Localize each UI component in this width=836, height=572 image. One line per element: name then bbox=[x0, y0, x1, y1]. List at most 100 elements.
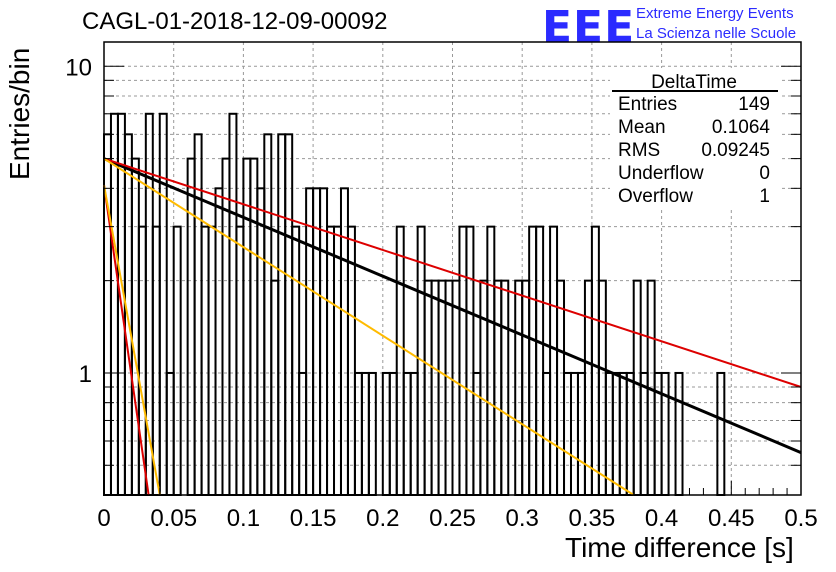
x-tick-label: 0.4 bbox=[645, 505, 678, 532]
x-tick-label: 0.1 bbox=[227, 505, 260, 532]
histogram-bar bbox=[423, 279, 433, 497]
histogram-bar bbox=[611, 371, 621, 497]
histogram-bar bbox=[451, 279, 461, 497]
stats-row-value: 0.09245 bbox=[701, 140, 770, 161]
histogram-bar bbox=[458, 225, 468, 496]
histogram-bar bbox=[514, 279, 524, 497]
chart-title: CAGL-01-2018-12-09-00092 bbox=[82, 8, 388, 35]
histogram-bar bbox=[353, 371, 363, 497]
fit-line bbox=[103, 157, 802, 388]
fit-line bbox=[103, 157, 635, 496]
histogram-bar bbox=[430, 279, 440, 497]
logo-line-2: La Scienza nelle Scuole bbox=[636, 25, 797, 42]
histogram-bar bbox=[298, 371, 308, 497]
histogram-bar bbox=[333, 225, 342, 496]
histogram-bar bbox=[270, 279, 280, 497]
histogram-bar bbox=[186, 157, 196, 496]
x-tick-label: 0 bbox=[97, 505, 110, 532]
histogram-bar bbox=[381, 371, 391, 497]
histogram-bar bbox=[576, 371, 586, 497]
histogram-bar bbox=[242, 157, 252, 496]
histogram-bar bbox=[312, 187, 322, 497]
histogram-bar bbox=[486, 225, 496, 496]
histogram-bar bbox=[151, 225, 161, 496]
histogram-bar bbox=[660, 371, 670, 497]
histogram-bar bbox=[632, 279, 642, 497]
histogram-bar bbox=[228, 112, 238, 496]
stats-row-value: 0 bbox=[759, 163, 770, 184]
histogram-bar bbox=[465, 225, 475, 496]
y-tick-label: 1 bbox=[79, 361, 92, 388]
histogram-bar bbox=[500, 279, 510, 497]
x-tick-label: 0.45 bbox=[708, 505, 755, 532]
x-tick-label: 0.5 bbox=[784, 505, 817, 532]
histogram-bar bbox=[716, 371, 726, 497]
histogram-bar bbox=[172, 225, 182, 496]
histogram-bar bbox=[563, 371, 572, 497]
stats-row-label: Underflow bbox=[618, 163, 704, 184]
histogram-bar bbox=[479, 279, 489, 497]
histogram-bar bbox=[360, 371, 370, 497]
histogram-bar bbox=[346, 225, 356, 496]
stats-row-label: Entries bbox=[618, 94, 677, 115]
histogram-bar bbox=[437, 279, 447, 497]
histogram-bar bbox=[618, 371, 628, 497]
y-tick-label: 10 bbox=[65, 54, 92, 81]
stats-row-value: 0.1064 bbox=[712, 117, 771, 138]
histogram-bar bbox=[556, 279, 566, 497]
stats-row-value: 1 bbox=[759, 186, 770, 207]
fit-line bbox=[103, 184, 150, 496]
histogram-bar bbox=[597, 279, 607, 497]
stats-row-label: Overflow bbox=[618, 186, 693, 207]
histogram-bar bbox=[291, 225, 301, 496]
histogram-bar bbox=[583, 279, 593, 497]
histogram-bar bbox=[326, 225, 336, 496]
histogram-bar bbox=[590, 225, 600, 496]
histogram-bar bbox=[493, 279, 503, 497]
histogram-bar bbox=[604, 371, 614, 497]
logo-caption: Extreme Energy Events La Scienza nelle S… bbox=[636, 4, 796, 44]
histogram-bar bbox=[444, 279, 454, 497]
eee-logo: EEE bbox=[542, 2, 636, 53]
histogram-bar bbox=[549, 225, 559, 496]
histogram-bar bbox=[158, 112, 168, 496]
fit-line bbox=[103, 184, 161, 496]
x-tick-label: 0.35 bbox=[569, 505, 616, 532]
histogram-bar bbox=[639, 371, 649, 497]
histogram-bar bbox=[395, 225, 405, 496]
logo-line-1: Extreme Energy Events bbox=[636, 5, 794, 22]
histogram-bar bbox=[528, 225, 538, 496]
x-axis-label: Time difference [s] bbox=[565, 532, 794, 563]
fit-line bbox=[103, 157, 802, 454]
histogram-bar bbox=[165, 371, 175, 497]
histogram-bar bbox=[402, 371, 412, 497]
histogram-bar bbox=[569, 371, 579, 497]
fit-lines bbox=[103, 157, 802, 496]
x-tick-label: 0.2 bbox=[366, 505, 399, 532]
histogram-bar bbox=[319, 187, 329, 497]
x-tick-label: 0.05 bbox=[150, 505, 197, 532]
histogram-bar bbox=[674, 371, 684, 497]
histogram-bar bbox=[388, 371, 398, 497]
stats-row-label: Mean bbox=[618, 117, 666, 138]
x-tick-label: 0.25 bbox=[429, 505, 476, 532]
histogram-bar bbox=[472, 371, 482, 497]
x-tick-label: 0.3 bbox=[506, 505, 539, 532]
histogram-bar bbox=[200, 225, 210, 496]
x-tick-label: 0.15 bbox=[290, 505, 337, 532]
histogram-bar bbox=[339, 187, 349, 497]
stats-row-value: 149 bbox=[738, 94, 770, 115]
histogram-bar bbox=[409, 371, 419, 497]
stats-title: DeltaTime bbox=[651, 72, 737, 93]
histogram-bar bbox=[521, 279, 531, 497]
histogram-bar bbox=[235, 225, 245, 496]
histogram-bar bbox=[256, 187, 266, 497]
histogram-bar bbox=[542, 371, 552, 497]
histogram-bar bbox=[625, 371, 635, 497]
histogram-bar bbox=[535, 225, 545, 496]
histogram-bar bbox=[207, 225, 217, 496]
